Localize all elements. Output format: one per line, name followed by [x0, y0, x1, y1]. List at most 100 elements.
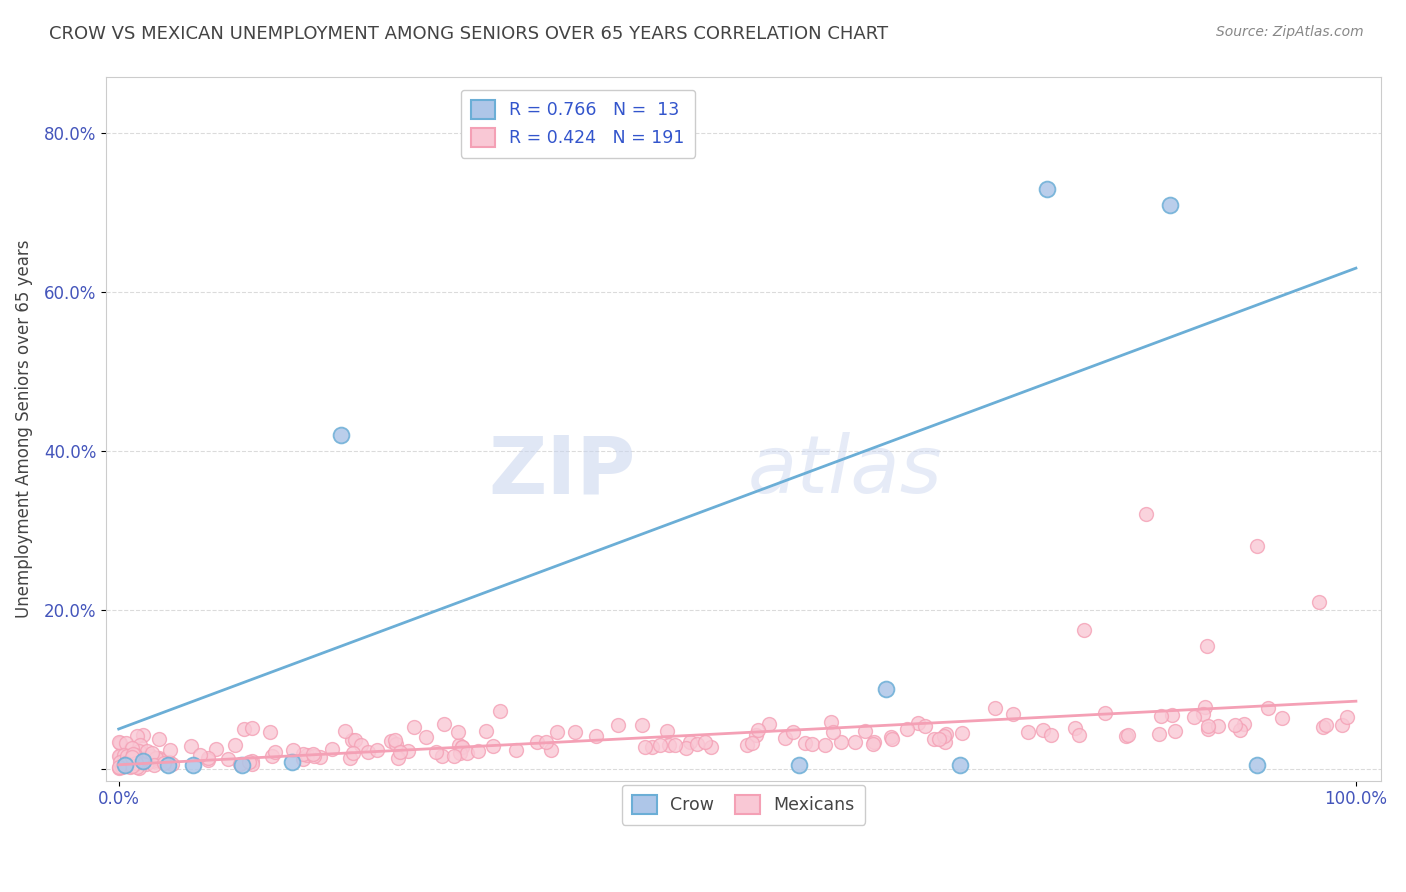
Point [297, 747, 319, 762]
Point [1246, 757, 1268, 772]
Point [928, 731, 950, 746]
Point [679, 735, 702, 749]
Point [124, 747, 146, 762]
Point [108, 756, 131, 770]
Point [1315, 717, 1337, 731]
Point [1197, 719, 1219, 733]
Point [180, 739, 202, 753]
Point [664, 739, 686, 753]
Text: ZIP: ZIP [488, 433, 636, 510]
Point [181, 757, 204, 772]
Point [1197, 722, 1219, 736]
Point [1161, 708, 1184, 723]
Point [814, 739, 837, 753]
Point [134, 755, 156, 769]
Point [489, 704, 512, 718]
Point [385, 737, 408, 751]
Point [135, 751, 157, 765]
Point [447, 725, 470, 739]
Point [124, 755, 146, 769]
Point [675, 740, 697, 755]
Point [430, 749, 453, 764]
Point [283, 743, 305, 757]
Point [259, 724, 281, 739]
Point [758, 717, 780, 731]
Point [228, 757, 250, 772]
Point [433, 717, 456, 731]
Point [467, 744, 489, 758]
Point [114, 754, 136, 768]
Point [122, 747, 145, 761]
Point [233, 723, 256, 737]
Point [132, 754, 155, 768]
Point [205, 741, 228, 756]
Point [110, 759, 132, 773]
Point [107, 735, 129, 749]
Point [121, 749, 143, 764]
Point [148, 754, 170, 768]
Point [366, 743, 388, 757]
Point [546, 725, 568, 739]
Point [1164, 724, 1187, 739]
Point [148, 731, 170, 746]
Point [404, 719, 426, 733]
Point [340, 733, 363, 747]
Point [127, 729, 149, 743]
Point [188, 747, 211, 762]
Point [132, 728, 155, 742]
Point [585, 729, 607, 743]
Y-axis label: Unemployment Among Seniors over 65 years: Unemployment Among Seniors over 65 years [15, 240, 32, 618]
Point [1001, 706, 1024, 721]
Point [301, 747, 323, 762]
Point [238, 755, 260, 769]
Point [607, 717, 630, 731]
Text: atlas: atlas [748, 433, 943, 510]
Point [339, 751, 361, 765]
Point [741, 736, 763, 750]
Point [456, 747, 478, 761]
Point [782, 725, 804, 739]
Point [330, 428, 353, 442]
Point [1069, 728, 1091, 742]
Point [121, 758, 143, 772]
Point [292, 747, 315, 761]
Point [1308, 595, 1330, 609]
Point [922, 732, 945, 747]
Point [148, 750, 170, 764]
Point [1159, 197, 1181, 211]
Point [240, 757, 263, 772]
Point [142, 758, 165, 772]
Point [735, 738, 758, 752]
Point [882, 731, 904, 746]
Point [449, 746, 471, 760]
Point [880, 730, 903, 744]
Point [1229, 723, 1251, 738]
Point [121, 751, 143, 765]
Point [127, 760, 149, 774]
Point [451, 739, 474, 754]
Point [108, 736, 131, 750]
Point [108, 748, 131, 763]
Point [821, 724, 844, 739]
Point [262, 749, 284, 764]
Point [907, 716, 929, 731]
Point [304, 749, 326, 764]
Point [128, 744, 150, 758]
Point [115, 748, 138, 763]
Point [110, 749, 132, 764]
Point [425, 745, 447, 759]
Point [875, 682, 897, 697]
Point [648, 738, 671, 752]
Point [108, 760, 131, 774]
Point [396, 743, 419, 757]
Point [655, 724, 678, 739]
Point [1246, 539, 1268, 553]
Point [862, 737, 884, 751]
Point [380, 733, 402, 747]
Point [1032, 723, 1054, 737]
Point [526, 735, 548, 749]
Point [693, 735, 716, 749]
Point [950, 725, 973, 739]
Point [793, 736, 815, 750]
Point [1039, 728, 1062, 742]
